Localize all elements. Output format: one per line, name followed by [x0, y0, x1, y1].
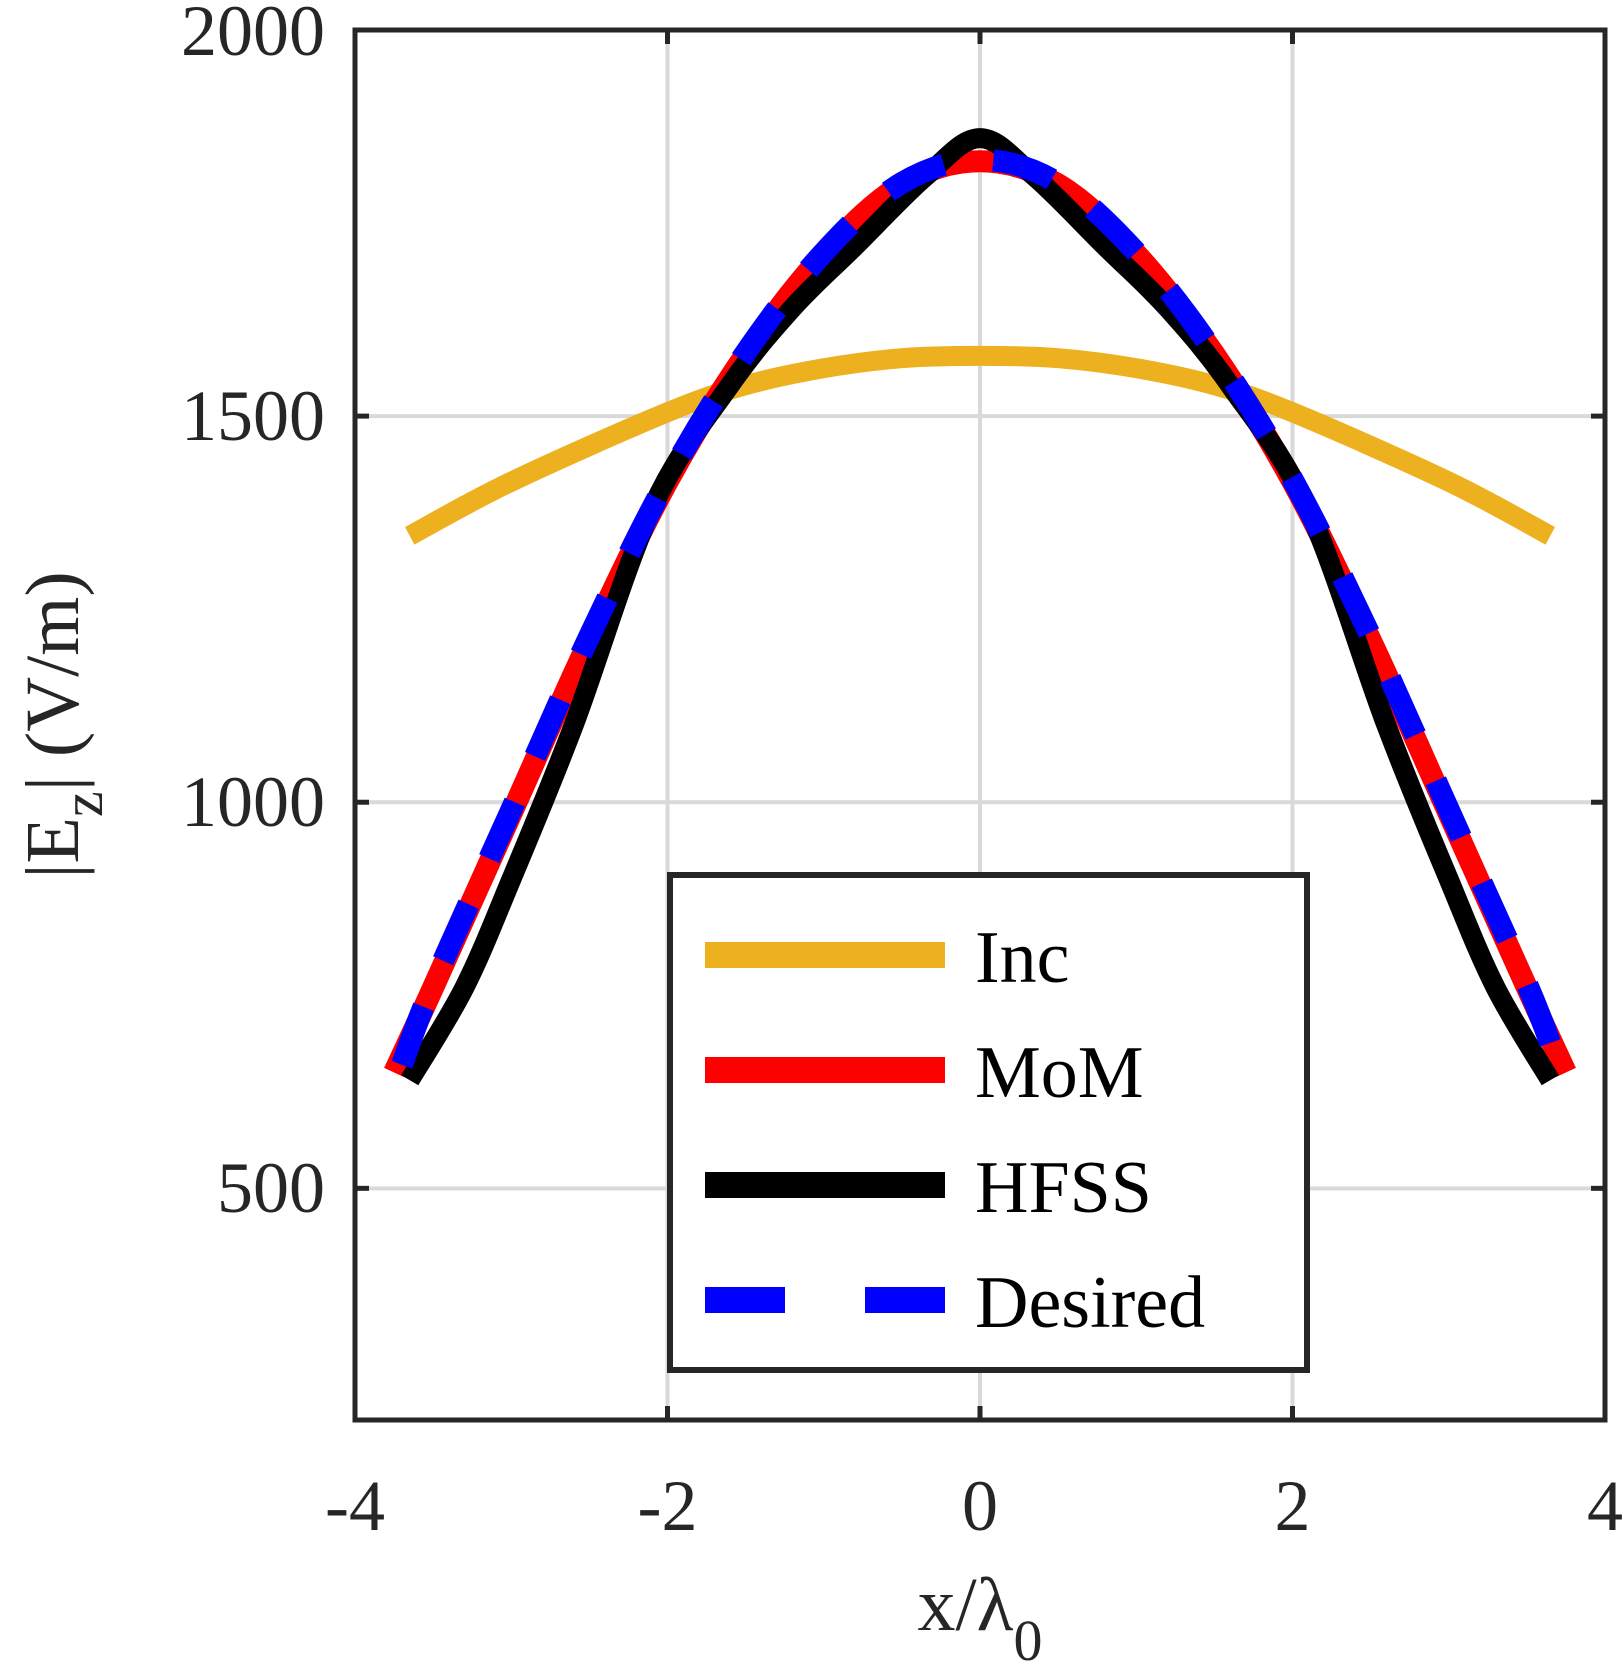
legend-label-mom: MoM [975, 1032, 1144, 1114]
x-tick-label: -4 [325, 1466, 385, 1546]
x-axis-label: x/λ0 [918, 1563, 1043, 1673]
y-axis-label-post: | (V/m) [11, 571, 95, 791]
series-line-inc [404, 345, 1556, 545]
legend-label-desired: Desired [975, 1262, 1205, 1344]
y-axis-label-subscript: z [50, 791, 115, 817]
series-line-desired [391, 148, 1569, 1069]
y-tick-label: 1500 [181, 376, 325, 456]
x-tick-labels: -4 -2 0 2 4 [325, 1466, 1623, 1546]
series-line-hfss [401, 128, 1559, 1086]
x-axis-label-main: x/λ [918, 1563, 1014, 1647]
y-axis-label: |Ez| (V/m) [11, 571, 115, 878]
legend: Inc MoM HFSS Desired [667, 872, 1310, 1373]
data-series [384, 128, 1576, 1086]
y-tick-label: 2000 [181, 0, 325, 71]
x-tick-label: 2 [1275, 1466, 1311, 1546]
x-tick-label: -2 [638, 1466, 698, 1546]
y-tick-label: 1000 [181, 762, 325, 842]
y-tick-label: 500 [217, 1148, 325, 1228]
y-tick-labels: 500 1000 1500 2000 [181, 0, 325, 1228]
legend-label-hfss: HFSS [975, 1147, 1152, 1229]
y-axis-label-pre: |E [11, 817, 95, 879]
legend-label-inc: Inc [975, 917, 1070, 999]
x-tick-label: 4 [1587, 1466, 1623, 1546]
x-tick-label: 0 [962, 1466, 998, 1546]
axis-ticks [352, 27, 1608, 1420]
x-axis-label-subscript: 0 [1013, 1608, 1042, 1673]
